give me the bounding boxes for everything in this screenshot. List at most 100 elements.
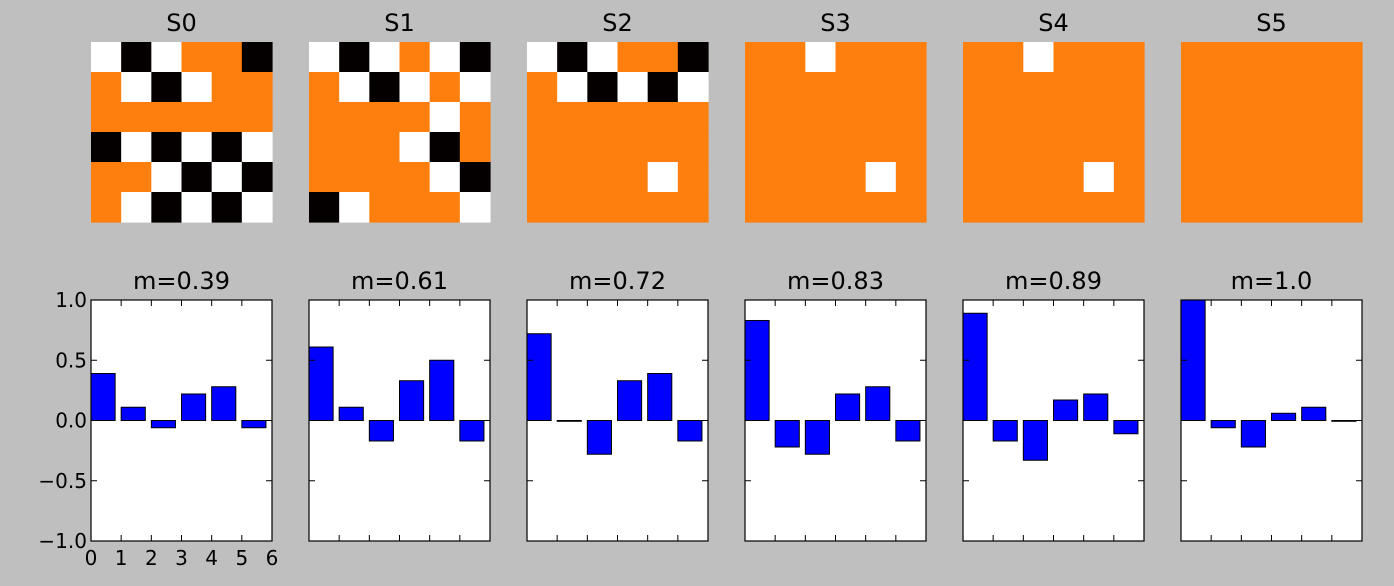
- bar: [647, 373, 673, 421]
- grid-cell: [181, 72, 213, 103]
- grid-cell: [1301, 132, 1333, 163]
- grid-cell: [1331, 42, 1363, 73]
- grid-cell: [369, 72, 401, 103]
- bar-chart-title: m=0.72: [569, 267, 666, 295]
- bar: [1271, 412, 1297, 421]
- y-tick-label: 0.0: [55, 409, 87, 433]
- grid-cell: [459, 72, 491, 103]
- grid-cell: [429, 132, 461, 163]
- grid-cell: [835, 192, 867, 223]
- grid-cell: [527, 102, 558, 133]
- grid-cell: [1181, 192, 1212, 223]
- grid-cell: [745, 192, 776, 223]
- bar: [1053, 399, 1079, 422]
- plot-frame: [308, 299, 491, 542]
- grid-cell: [369, 42, 401, 73]
- bar: [556, 420, 582, 422]
- grid-cell: [527, 132, 558, 163]
- grid-cell: [1181, 132, 1212, 163]
- config-grid-title: S3: [820, 9, 851, 37]
- grid-cell: [339, 102, 370, 133]
- grid-cell: [399, 162, 431, 193]
- bar: [865, 386, 891, 422]
- grid-cell: [1181, 102, 1212, 133]
- grid-cell: [399, 42, 431, 73]
- grid-cell: [775, 102, 806, 133]
- grid-cell: [459, 42, 491, 73]
- grid-cell: [1241, 192, 1273, 223]
- grid-cell: [993, 72, 1024, 103]
- grid-cell: [369, 192, 401, 223]
- grid-cell: [459, 132, 491, 163]
- grid-cell: [241, 102, 273, 133]
- grid-cell: [587, 162, 619, 193]
- grid-cell: [587, 72, 619, 103]
- bar: [1083, 393, 1109, 421]
- grid-cell: [1053, 102, 1085, 133]
- grid-cell: [527, 72, 558, 103]
- grid-cell: [527, 192, 558, 223]
- grid-cell: [993, 162, 1024, 193]
- grid-cell: [1113, 102, 1145, 133]
- grid-cell: [1083, 102, 1115, 133]
- config-grid-title: S4: [1038, 9, 1069, 37]
- grid-cell: [865, 132, 897, 163]
- grid-cell: [1211, 162, 1242, 193]
- grid-cell: [1331, 192, 1363, 223]
- grid-cell: [1331, 72, 1363, 103]
- grid-cell: [1211, 102, 1242, 133]
- grid-cell: [1083, 132, 1115, 163]
- config-grid-title: S1: [384, 9, 415, 37]
- grid-cell: [647, 102, 679, 133]
- bar-chart-1: m=0.39 1.0 0.5 0.0 −0.5 −1.00 1 2 3 4 5 6: [38, 267, 278, 570]
- grid-cell: [241, 132, 273, 163]
- grid-cell: [677, 42, 709, 73]
- grid-cell: [835, 102, 867, 133]
- grid-cell: [1301, 162, 1333, 193]
- grid-cell: [805, 42, 837, 73]
- grid-cell: [459, 102, 491, 133]
- y-tick-label: −1.0: [38, 529, 87, 553]
- bar: [804, 420, 830, 455]
- grid-cell: [121, 162, 152, 193]
- grid-cell: [1113, 162, 1145, 193]
- grid-cell: [677, 72, 709, 103]
- grid-cell: [211, 72, 243, 103]
- bar: [586, 420, 612, 455]
- bar: [211, 386, 237, 422]
- bar: [241, 420, 267, 429]
- plot-frame: [962, 299, 1145, 542]
- plot-frame: [1180, 299, 1363, 542]
- grid-cell: [993, 102, 1024, 133]
- grid-cell: [557, 192, 588, 223]
- grid-cell: [459, 192, 491, 223]
- bar-chart-title: m=1.0: [1231, 267, 1313, 295]
- bar: [399, 380, 425, 421]
- grid-cell: [617, 192, 649, 223]
- bar: [459, 420, 485, 442]
- bar: [744, 319, 770, 421]
- grid-cell: [1083, 72, 1115, 103]
- grid-cell: [1181, 42, 1212, 73]
- grid-cell: [211, 42, 243, 73]
- grid-cell: [775, 132, 806, 163]
- grid-cell: [339, 162, 370, 193]
- bar: [120, 406, 146, 421]
- grid-cell: [865, 162, 897, 193]
- grid-cell: [1053, 132, 1085, 163]
- grid-cell: [805, 162, 837, 193]
- grid-cell: [1241, 132, 1273, 163]
- grid-cell: [181, 132, 213, 163]
- grid-cell: [339, 132, 370, 163]
- grid-cell: [993, 192, 1024, 223]
- grid-cell: [647, 72, 679, 103]
- bar: [992, 420, 1018, 442]
- bar: [1022, 420, 1048, 461]
- grid-cell: [211, 102, 243, 133]
- grid-cell: [241, 162, 273, 193]
- x-tick-label: 5: [235, 546, 248, 570]
- grid-cell: [1181, 162, 1212, 193]
- grid-cell: [429, 42, 461, 73]
- grid-cell: [963, 72, 994, 103]
- grid-cell: [1083, 42, 1115, 73]
